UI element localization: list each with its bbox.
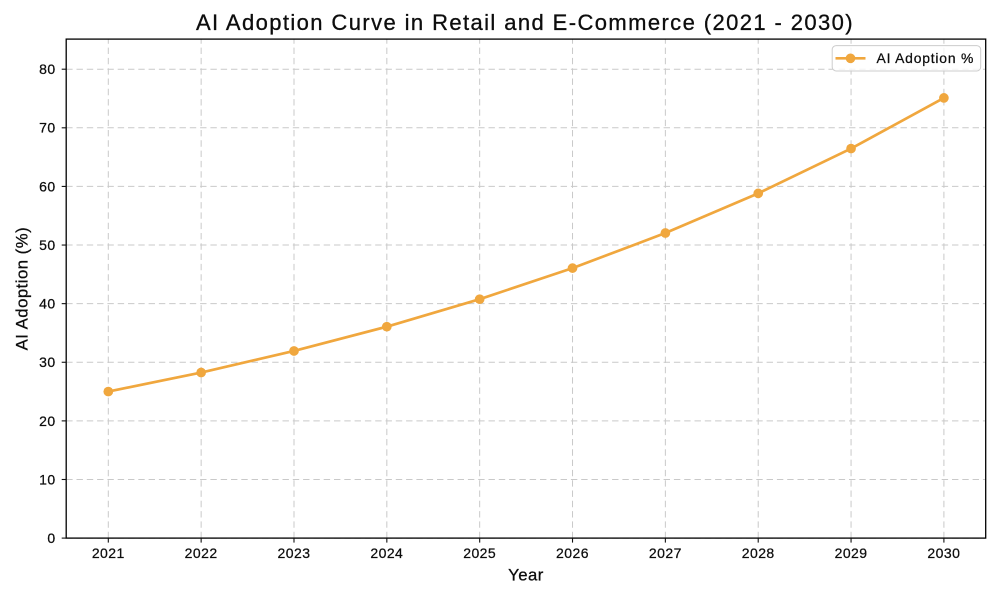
svg-text:2027: 2027 xyxy=(649,545,682,561)
svg-text:80: 80 xyxy=(39,61,55,77)
svg-text:2030: 2030 xyxy=(927,545,960,561)
svg-text:AI Adoption Curve in Retail an: AI Adoption Curve in Retail and E-Commer… xyxy=(196,10,854,35)
svg-text:2028: 2028 xyxy=(742,545,775,561)
svg-text:2024: 2024 xyxy=(370,545,403,561)
svg-text:30: 30 xyxy=(39,354,55,370)
svg-text:2025: 2025 xyxy=(463,545,496,561)
svg-text:2023: 2023 xyxy=(278,545,311,561)
svg-text:AI Adoption %: AI Adoption % xyxy=(877,50,975,66)
svg-text:10: 10 xyxy=(39,471,55,487)
svg-text:70: 70 xyxy=(39,120,55,136)
svg-text:AI Adoption (%): AI Adoption (%) xyxy=(12,227,31,350)
svg-text:2021: 2021 xyxy=(92,545,125,561)
svg-text:Year: Year xyxy=(508,566,544,585)
svg-text:2022: 2022 xyxy=(185,545,218,561)
svg-text:50: 50 xyxy=(39,237,55,253)
svg-text:2026: 2026 xyxy=(556,545,589,561)
svg-text:60: 60 xyxy=(39,178,55,194)
svg-text:0: 0 xyxy=(47,530,55,546)
svg-text:20: 20 xyxy=(39,413,55,429)
svg-text:2029: 2029 xyxy=(835,545,868,561)
svg-text:40: 40 xyxy=(39,296,55,312)
